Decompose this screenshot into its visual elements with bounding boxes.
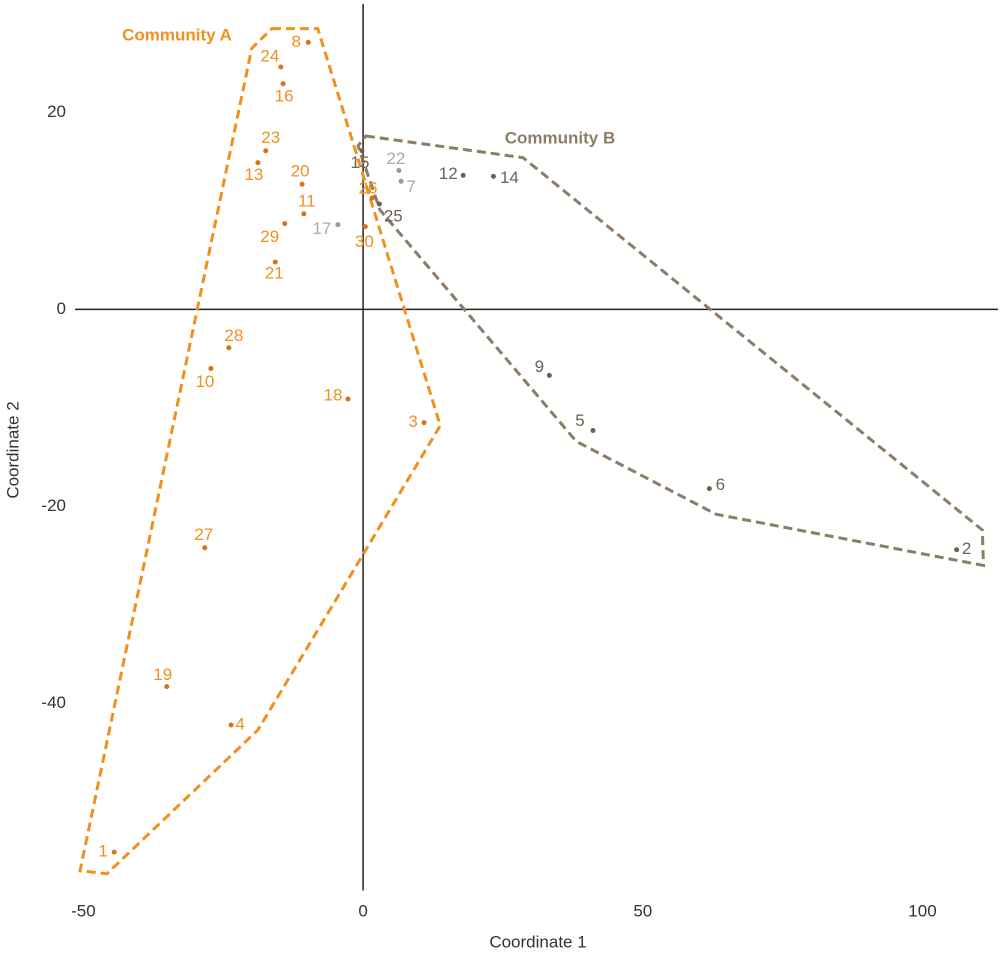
y-tick-label: 20 <box>47 102 66 121</box>
point <box>359 148 365 154</box>
point-label: 10 <box>195 372 214 391</box>
x-tick-label: 0 <box>358 901 367 920</box>
point-label: 14 <box>500 168 519 187</box>
point <box>345 396 351 402</box>
point-label: 16 <box>275 86 294 105</box>
point <box>208 365 214 371</box>
point-label: 12 <box>439 164 458 183</box>
community-hull <box>356 134 986 568</box>
point <box>301 211 307 217</box>
point-label: 26 <box>359 179 378 198</box>
point <box>546 372 552 378</box>
point <box>376 201 382 207</box>
point-label: 30 <box>355 232 374 251</box>
point <box>590 428 596 434</box>
point-label: 25 <box>384 206 403 225</box>
y-axis-title: Coordinate 2 <box>3 401 22 498</box>
point-label: 29 <box>260 227 279 246</box>
point <box>164 684 170 690</box>
point-label: 1 <box>98 842 107 861</box>
point <box>280 81 286 87</box>
point <box>202 545 208 551</box>
point <box>398 178 404 184</box>
point <box>369 195 375 201</box>
point <box>272 259 278 265</box>
y-tick-label: -40 <box>41 693 66 712</box>
point-label: 13 <box>244 165 263 184</box>
point <box>305 39 311 45</box>
point <box>954 547 960 553</box>
point-label: 19 <box>153 665 172 684</box>
point-label: 15 <box>351 153 370 172</box>
x-axis-title: Coordinate 1 <box>489 932 586 951</box>
point-label: 24 <box>260 47 279 66</box>
community-label: Community A <box>122 25 232 44</box>
community-label: Community B <box>505 128 616 147</box>
point-label: 4 <box>235 715 244 734</box>
point <box>263 148 269 154</box>
point <box>460 172 466 178</box>
point <box>111 849 117 855</box>
point-label: 8 <box>292 32 301 51</box>
point-label: 23 <box>261 128 280 147</box>
point-label: 28 <box>224 326 243 345</box>
point-label: 22 <box>386 149 405 168</box>
point-label: 6 <box>716 475 725 494</box>
x-tick-label: -50 <box>71 901 96 920</box>
point <box>299 181 305 187</box>
point-label: 27 <box>194 525 213 544</box>
point-label: 17 <box>312 219 331 238</box>
point-label: 2 <box>962 539 971 558</box>
point-label: 7 <box>406 177 415 196</box>
point-label: 18 <box>324 385 343 404</box>
point <box>490 173 496 179</box>
point <box>255 160 261 166</box>
point-label: 20 <box>291 162 310 181</box>
point <box>335 222 341 228</box>
point <box>706 486 712 492</box>
x-tick-label: 100 <box>908 901 936 920</box>
point-label: 11 <box>298 191 316 210</box>
point <box>282 221 288 227</box>
point <box>396 167 402 173</box>
point-label: 21 <box>265 264 284 283</box>
point <box>228 722 234 728</box>
point-label: 5 <box>575 411 584 430</box>
point <box>421 420 427 426</box>
point <box>278 64 284 70</box>
y-tick-label: -20 <box>41 496 66 515</box>
y-tick-label: 0 <box>57 299 66 318</box>
x-tick-label: 50 <box>633 901 652 920</box>
point <box>226 345 232 351</box>
point <box>362 224 368 230</box>
point-label: 9 <box>535 357 544 376</box>
community-hull <box>78 27 442 876</box>
point-label: 3 <box>408 412 417 431</box>
